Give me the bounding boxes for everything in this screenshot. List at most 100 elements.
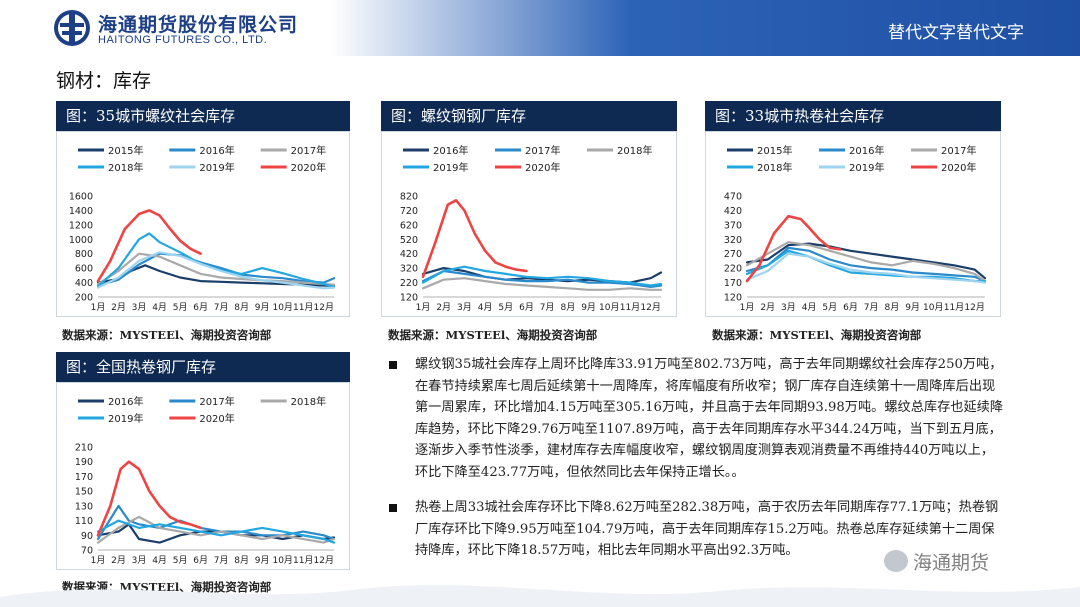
y-tick-label: 320 xyxy=(400,264,418,275)
y-tick-label: 1600 xyxy=(69,192,93,203)
chart-title-national-hrc-mill: 图：全国热卷钢厂库存 xyxy=(56,352,350,382)
legend-entry-2017: 2017年 xyxy=(911,144,976,157)
x-tick-label: 9月 xyxy=(255,302,270,313)
x-tick-label: 4月 xyxy=(802,302,817,313)
legend-label: 2015年 xyxy=(108,144,143,157)
x-tick-label: 10月 xyxy=(272,302,292,313)
legend-label: 2019年 xyxy=(433,161,468,174)
x-tick-label: 1月 xyxy=(91,555,106,566)
y-tick-label: 600 xyxy=(75,264,93,275)
y-tick-label: 400 xyxy=(75,278,93,289)
series-line-2015 xyxy=(96,523,336,544)
series-line-2018 xyxy=(96,519,336,544)
legend-label: 2016年 xyxy=(849,144,884,157)
legend-label: 2016年 xyxy=(108,395,143,408)
series-line-2018 xyxy=(421,265,663,287)
y-tick-label: 200 xyxy=(75,293,93,304)
header-right-text: 替代文字替代文字 xyxy=(888,23,1024,43)
x-tick-label: 4月 xyxy=(152,555,167,566)
x-tick-label: 5月 xyxy=(822,302,837,313)
bullet-square-icon xyxy=(389,361,397,369)
y-tick-label: 90 xyxy=(81,531,93,542)
legend-entry-2020: 2020年 xyxy=(260,161,326,174)
legend-label: 2018年 xyxy=(108,161,143,174)
legend-entry-2015: 2016年 xyxy=(78,395,143,408)
legend-label: 2018年 xyxy=(291,395,326,408)
bullet-text-rebar: 螺纹钢35城社会库存上周环比降库33.91万吨至802.73万吨，高于去年同期螺… xyxy=(415,357,1004,480)
series-line-2020 xyxy=(745,214,842,283)
legend-entry-2019: 2019年 xyxy=(169,161,235,174)
y-tick-label: 620 xyxy=(400,220,418,231)
y-tick-label: 120 xyxy=(400,293,418,304)
x-tick-label: 4月 xyxy=(478,302,493,313)
series-line-2020 xyxy=(96,460,202,537)
x-tick-label: 3月 xyxy=(132,302,147,313)
x-tick-label: 9月 xyxy=(255,555,270,566)
x-tick-label: 1月 xyxy=(740,302,755,313)
y-tick-label: 170 xyxy=(75,472,93,483)
legend-label: 2019年 xyxy=(108,412,143,425)
legend-label: 2017年 xyxy=(199,395,234,408)
legend-entry-2016: 2016年 xyxy=(819,144,884,157)
x-tick-label: 6月 xyxy=(193,302,208,313)
x-tick-label: 1月 xyxy=(416,302,431,313)
header: 海通期货股份有限公司 HAITONG FUTURES CO., LTD. 替代文… xyxy=(0,0,1080,56)
x-tick-label: 2月 xyxy=(111,555,126,566)
y-tick-label: 150 xyxy=(75,487,93,498)
legend-entry-2020: 2020年 xyxy=(495,161,560,174)
x-tick-label: 10月 xyxy=(923,302,943,313)
x-tick-label: 3月 xyxy=(457,302,472,313)
legend-entry-2015: 2016年 xyxy=(403,144,468,157)
series-line-2017 xyxy=(421,277,663,291)
x-tick-label: 6月 xyxy=(843,302,858,313)
chart-title-35city-rebar: 图：35城市螺纹社会库存 xyxy=(56,101,350,131)
x-tick-label: 7月 xyxy=(864,302,879,313)
chart-frame-33city-hrc xyxy=(705,131,1001,317)
y-tick-label: 320 xyxy=(724,235,742,246)
chart-title-rebar-mill: 图：螺纹钢钢厂库存 xyxy=(381,101,677,131)
bullet-hrc: 热卷上周33城社会库存环比下降8.62万吨至282.38万吨，高于农历去年同期库… xyxy=(383,497,1003,562)
x-tick-label: 4月 xyxy=(152,302,167,313)
x-tick-label: 8月 xyxy=(561,302,576,313)
series-line-2020 xyxy=(421,199,528,279)
legend-label: 2017年 xyxy=(291,144,326,157)
series-line-2016 xyxy=(96,252,336,287)
x-tick-label: 9月 xyxy=(581,302,596,313)
brand-name-en: HAITONG FUTURES CO., LTD. xyxy=(98,34,268,46)
series-line-2018 xyxy=(96,232,336,288)
series-line-2016 xyxy=(421,269,663,288)
x-tick-label: 3月 xyxy=(781,302,796,313)
x-tick-label: 5月 xyxy=(173,302,188,313)
y-tick-label: 520 xyxy=(400,235,418,246)
y-tick-label: 370 xyxy=(724,220,742,231)
legend-label: 2015年 xyxy=(757,144,792,157)
series-line-2017 xyxy=(96,515,336,544)
y-tick-label: 420 xyxy=(724,206,742,217)
legend-label: 2020年 xyxy=(941,161,976,174)
chart-source-3: 数据来源：MYSTEEl、海期投资咨询部 xyxy=(712,328,922,342)
chart-source-1: 数据来源：MYSTEEl、海期投资咨询部 xyxy=(62,328,272,342)
legend-label: 2017年 xyxy=(941,144,976,157)
chart-35city-rebar-inventory: 2015年 2016年 2017年 2018年 2019年 2020年 200 400 600 8… xyxy=(69,144,336,313)
legend-label: 2020年 xyxy=(291,161,326,174)
bullet-rebar: 螺纹钢35城社会库存上周环比降库33.91万吨至802.73万吨，高于去年同期螺… xyxy=(383,354,1003,483)
x-tick-label: 2月 xyxy=(760,302,775,313)
x-tick-label: 2月 xyxy=(111,302,126,313)
y-tick-label: 170 xyxy=(724,278,742,289)
bullet-text-hrc: 热卷上周33城社会库存环比下降8.62万吨至282.38万吨，高于农历去年同期库… xyxy=(415,500,999,558)
y-tick-label: 220 xyxy=(724,264,742,275)
y-tick-label: 820 xyxy=(400,192,418,203)
legend-entry-2019: 2019年 xyxy=(819,161,884,174)
y-tick-label: 1200 xyxy=(69,220,93,231)
legend-entry-2016: 2017年 xyxy=(169,395,235,408)
chart-national-hrc-mill-inventory: 2016年 2017年 2018年 2019年 2020年 70 90 110 130 150 17… xyxy=(75,395,336,566)
chart-source-2: 数据来源：MYSTEEl、海期投资咨询部 xyxy=(388,328,598,342)
y-tick-label: 470 xyxy=(724,192,742,203)
series-line-2017 xyxy=(96,252,336,286)
x-tick-label: 10月 xyxy=(599,302,619,313)
y-tick-label: 1400 xyxy=(69,206,93,217)
header-gradient-bar xyxy=(330,0,1080,56)
x-tick-label: 12月 xyxy=(640,302,660,313)
legend-entry-2017: 2017年 xyxy=(260,144,326,157)
legend-label: 2019年 xyxy=(849,161,884,174)
